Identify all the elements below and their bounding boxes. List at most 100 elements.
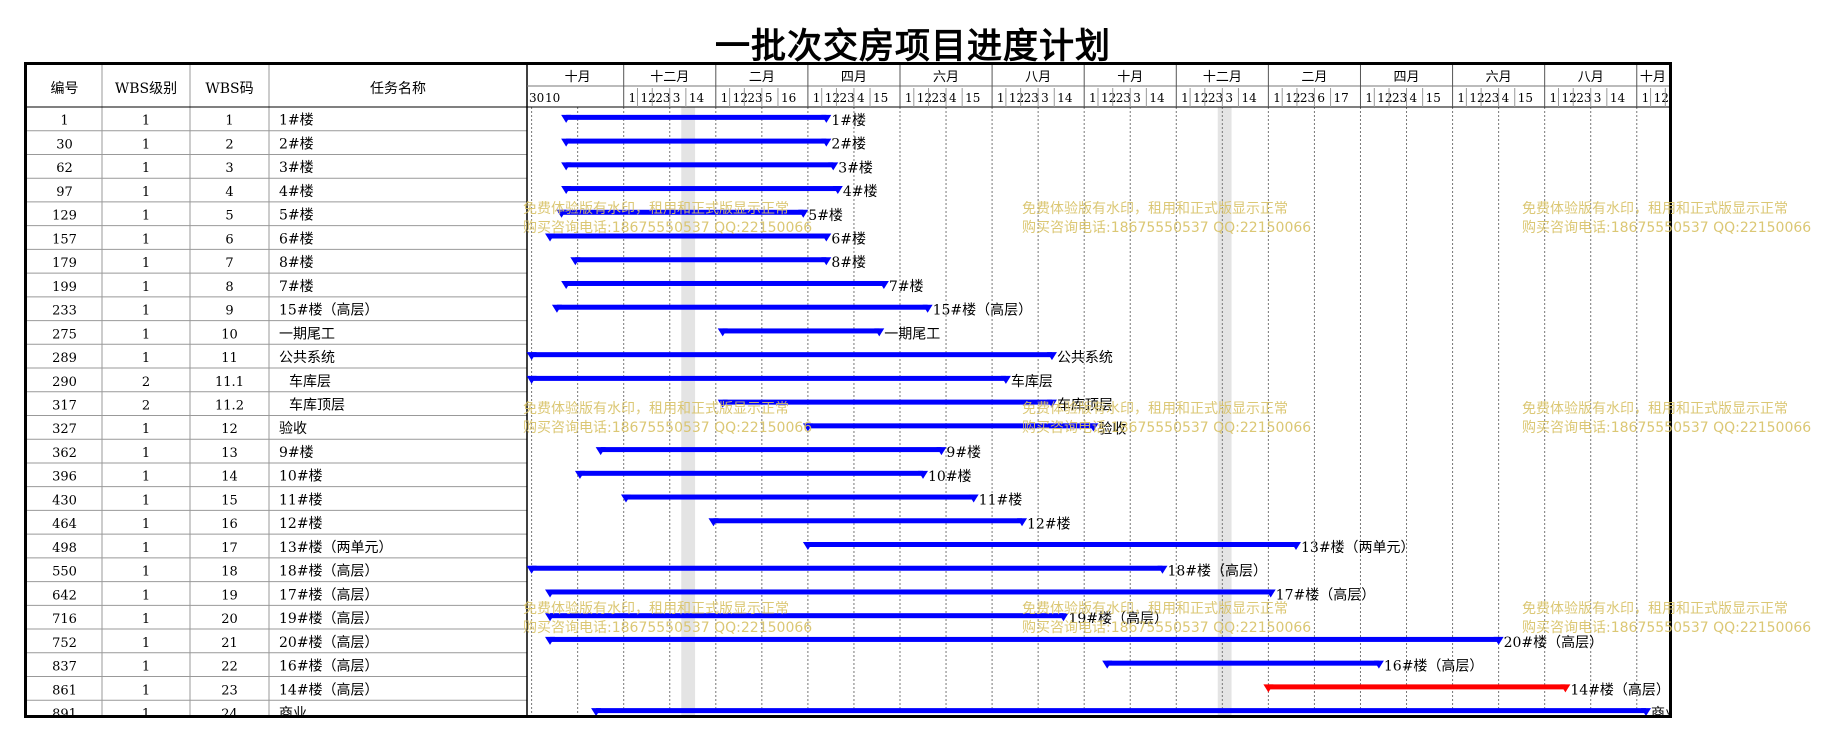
- cell-id: 464: [52, 517, 77, 532]
- day-tick-label: 1: [1273, 91, 1281, 105]
- gantt-bar-label: 公共系统: [1057, 350, 1113, 366]
- day-tick-label: 12: [1285, 91, 1300, 105]
- cell-task-name: 4#楼: [279, 184, 314, 200]
- table-header: WBS级别: [115, 81, 177, 97]
- cell-task-name: 公共系统: [279, 350, 335, 366]
- day-tick-label: 10: [545, 91, 560, 105]
- cell-wbs-code: 23: [221, 683, 238, 698]
- gantt-bar: [566, 138, 827, 144]
- month-label: 十月: [1117, 70, 1143, 85]
- day-tick-label: 3: [1041, 91, 1049, 105]
- gantt-bar: [531, 375, 1006, 381]
- gantt-start-marker: [717, 328, 728, 337]
- cell-id: 199: [52, 280, 77, 295]
- cell-wbs-code: 20: [221, 612, 238, 627]
- day-tick-label: 12: [733, 91, 748, 105]
- cell-id: 317: [52, 398, 77, 413]
- cell-wbs-level: 1: [142, 565, 150, 580]
- cell-wbs-level: 1: [142, 114, 150, 129]
- cell-wbs-level: 1: [142, 446, 150, 461]
- month-label: 十月: [1640, 70, 1666, 85]
- gantt-bar: [807, 542, 1297, 548]
- gantt-start-marker: [1263, 684, 1274, 693]
- day-tick-label: 14: [1149, 91, 1165, 105]
- gantt-end-marker: [1640, 708, 1651, 715]
- month-label: 四月: [1394, 70, 1420, 85]
- gantt-start-marker: [561, 114, 572, 123]
- cell-id: 498: [52, 541, 77, 556]
- day-tick-label: 6: [1317, 91, 1325, 105]
- gantt-start-marker: [551, 304, 562, 313]
- cell-task-name: 14#楼（高层）: [279, 681, 379, 698]
- gantt-bar: [550, 233, 827, 239]
- cell-wbs-code: 6: [225, 232, 233, 247]
- gantt-start-marker: [1102, 660, 1113, 669]
- cell-task-name: 车库层: [289, 373, 331, 390]
- day-tick-label: 12: [1654, 91, 1669, 105]
- day-tick-label: 23: [932, 91, 947, 105]
- gantt-bar: [566, 114, 827, 120]
- month-label: 十二月: [1203, 70, 1242, 85]
- gantt-bar-label: 车库层: [1011, 373, 1053, 390]
- month-label: 六月: [1486, 70, 1512, 85]
- gantt-start-marker: [574, 470, 585, 479]
- gantt-start-marker: [561, 162, 572, 171]
- cell-wbs-level: 1: [142, 232, 150, 247]
- day-tick-label: 17: [1334, 91, 1349, 105]
- gantt-bar-label: 1#楼: [831, 113, 866, 129]
- cell-id: 97: [56, 185, 73, 200]
- cell-task-name: 17#楼（高层）: [279, 586, 379, 603]
- gantt-start-marker: [526, 565, 537, 574]
- gantt-bar-label: 13#楼（两单元）: [1301, 540, 1415, 556]
- gantt-bar-label: 14#楼（高层）: [1570, 681, 1669, 698]
- cell-wbs-code: 3: [225, 161, 233, 176]
- day-tick-label: 4: [857, 91, 865, 105]
- day-tick-label: 15: [1518, 91, 1533, 105]
- cell-task-name: 商业: [279, 706, 307, 715]
- day-tick-label: 3: [673, 91, 681, 105]
- gantt-bar-label: 11#楼: [979, 493, 1023, 509]
- cell-wbs-level: 1: [142, 280, 150, 295]
- cell-wbs-code: 11: [221, 351, 238, 366]
- gantt-end-marker: [1373, 660, 1384, 669]
- cell-wbs-code: 15: [221, 493, 238, 508]
- month-label: 六月: [933, 70, 959, 85]
- cell-wbs-level: 1: [142, 612, 150, 627]
- day-tick-label: 12: [641, 91, 656, 105]
- day-tick-label: 23: [747, 91, 762, 105]
- gantt-bar: [722, 399, 1052, 405]
- cell-id: 129: [52, 209, 77, 224]
- gantt-start-marker: [545, 636, 556, 645]
- month-label: 二月: [1301, 70, 1327, 85]
- day-tick-label: 1: [629, 91, 637, 105]
- day-tick-label: 12: [917, 91, 932, 105]
- cell-id: 430: [52, 493, 77, 508]
- cell-id: 861: [52, 683, 77, 698]
- cell-wbs-level: 1: [142, 493, 150, 508]
- day-tick-label: 23: [839, 91, 854, 105]
- gantt-bar: [531, 565, 1163, 571]
- day-tick-label: 30: [529, 91, 544, 105]
- day-tick-label: 3: [1225, 91, 1233, 105]
- month-label: 八月: [1025, 70, 1051, 85]
- cell-task-name: 5#楼: [279, 208, 314, 224]
- cell-wbs-level: 2: [142, 375, 150, 390]
- cell-wbs-code: 14: [221, 470, 238, 485]
- holiday-band: [681, 107, 696, 715]
- gantt-end-marker: [968, 494, 979, 503]
- day-tick-label: 23: [1116, 91, 1131, 105]
- cell-task-name: 一期尾工: [279, 326, 335, 342]
- cell-id: 550: [52, 565, 77, 580]
- gantt-bar-label: 16#楼（高层）: [1384, 658, 1484, 675]
- cell-id: 362: [52, 446, 77, 461]
- cell-wbs-code: 17: [221, 541, 238, 556]
- month-label: 八月: [1578, 70, 1604, 85]
- gantt-bar-label: 商业: [1651, 706, 1669, 715]
- gantt-end-marker: [1493, 636, 1504, 645]
- gantt-end-marker: [821, 257, 832, 266]
- gantt-bar-label: 车库顶层: [1057, 397, 1113, 414]
- cell-task-name: 3#楼: [279, 160, 314, 176]
- day-tick-label: 3: [1594, 91, 1602, 105]
- gantt-bar-label: 19#楼（高层）: [1068, 610, 1168, 627]
- cell-id: 837: [52, 660, 77, 675]
